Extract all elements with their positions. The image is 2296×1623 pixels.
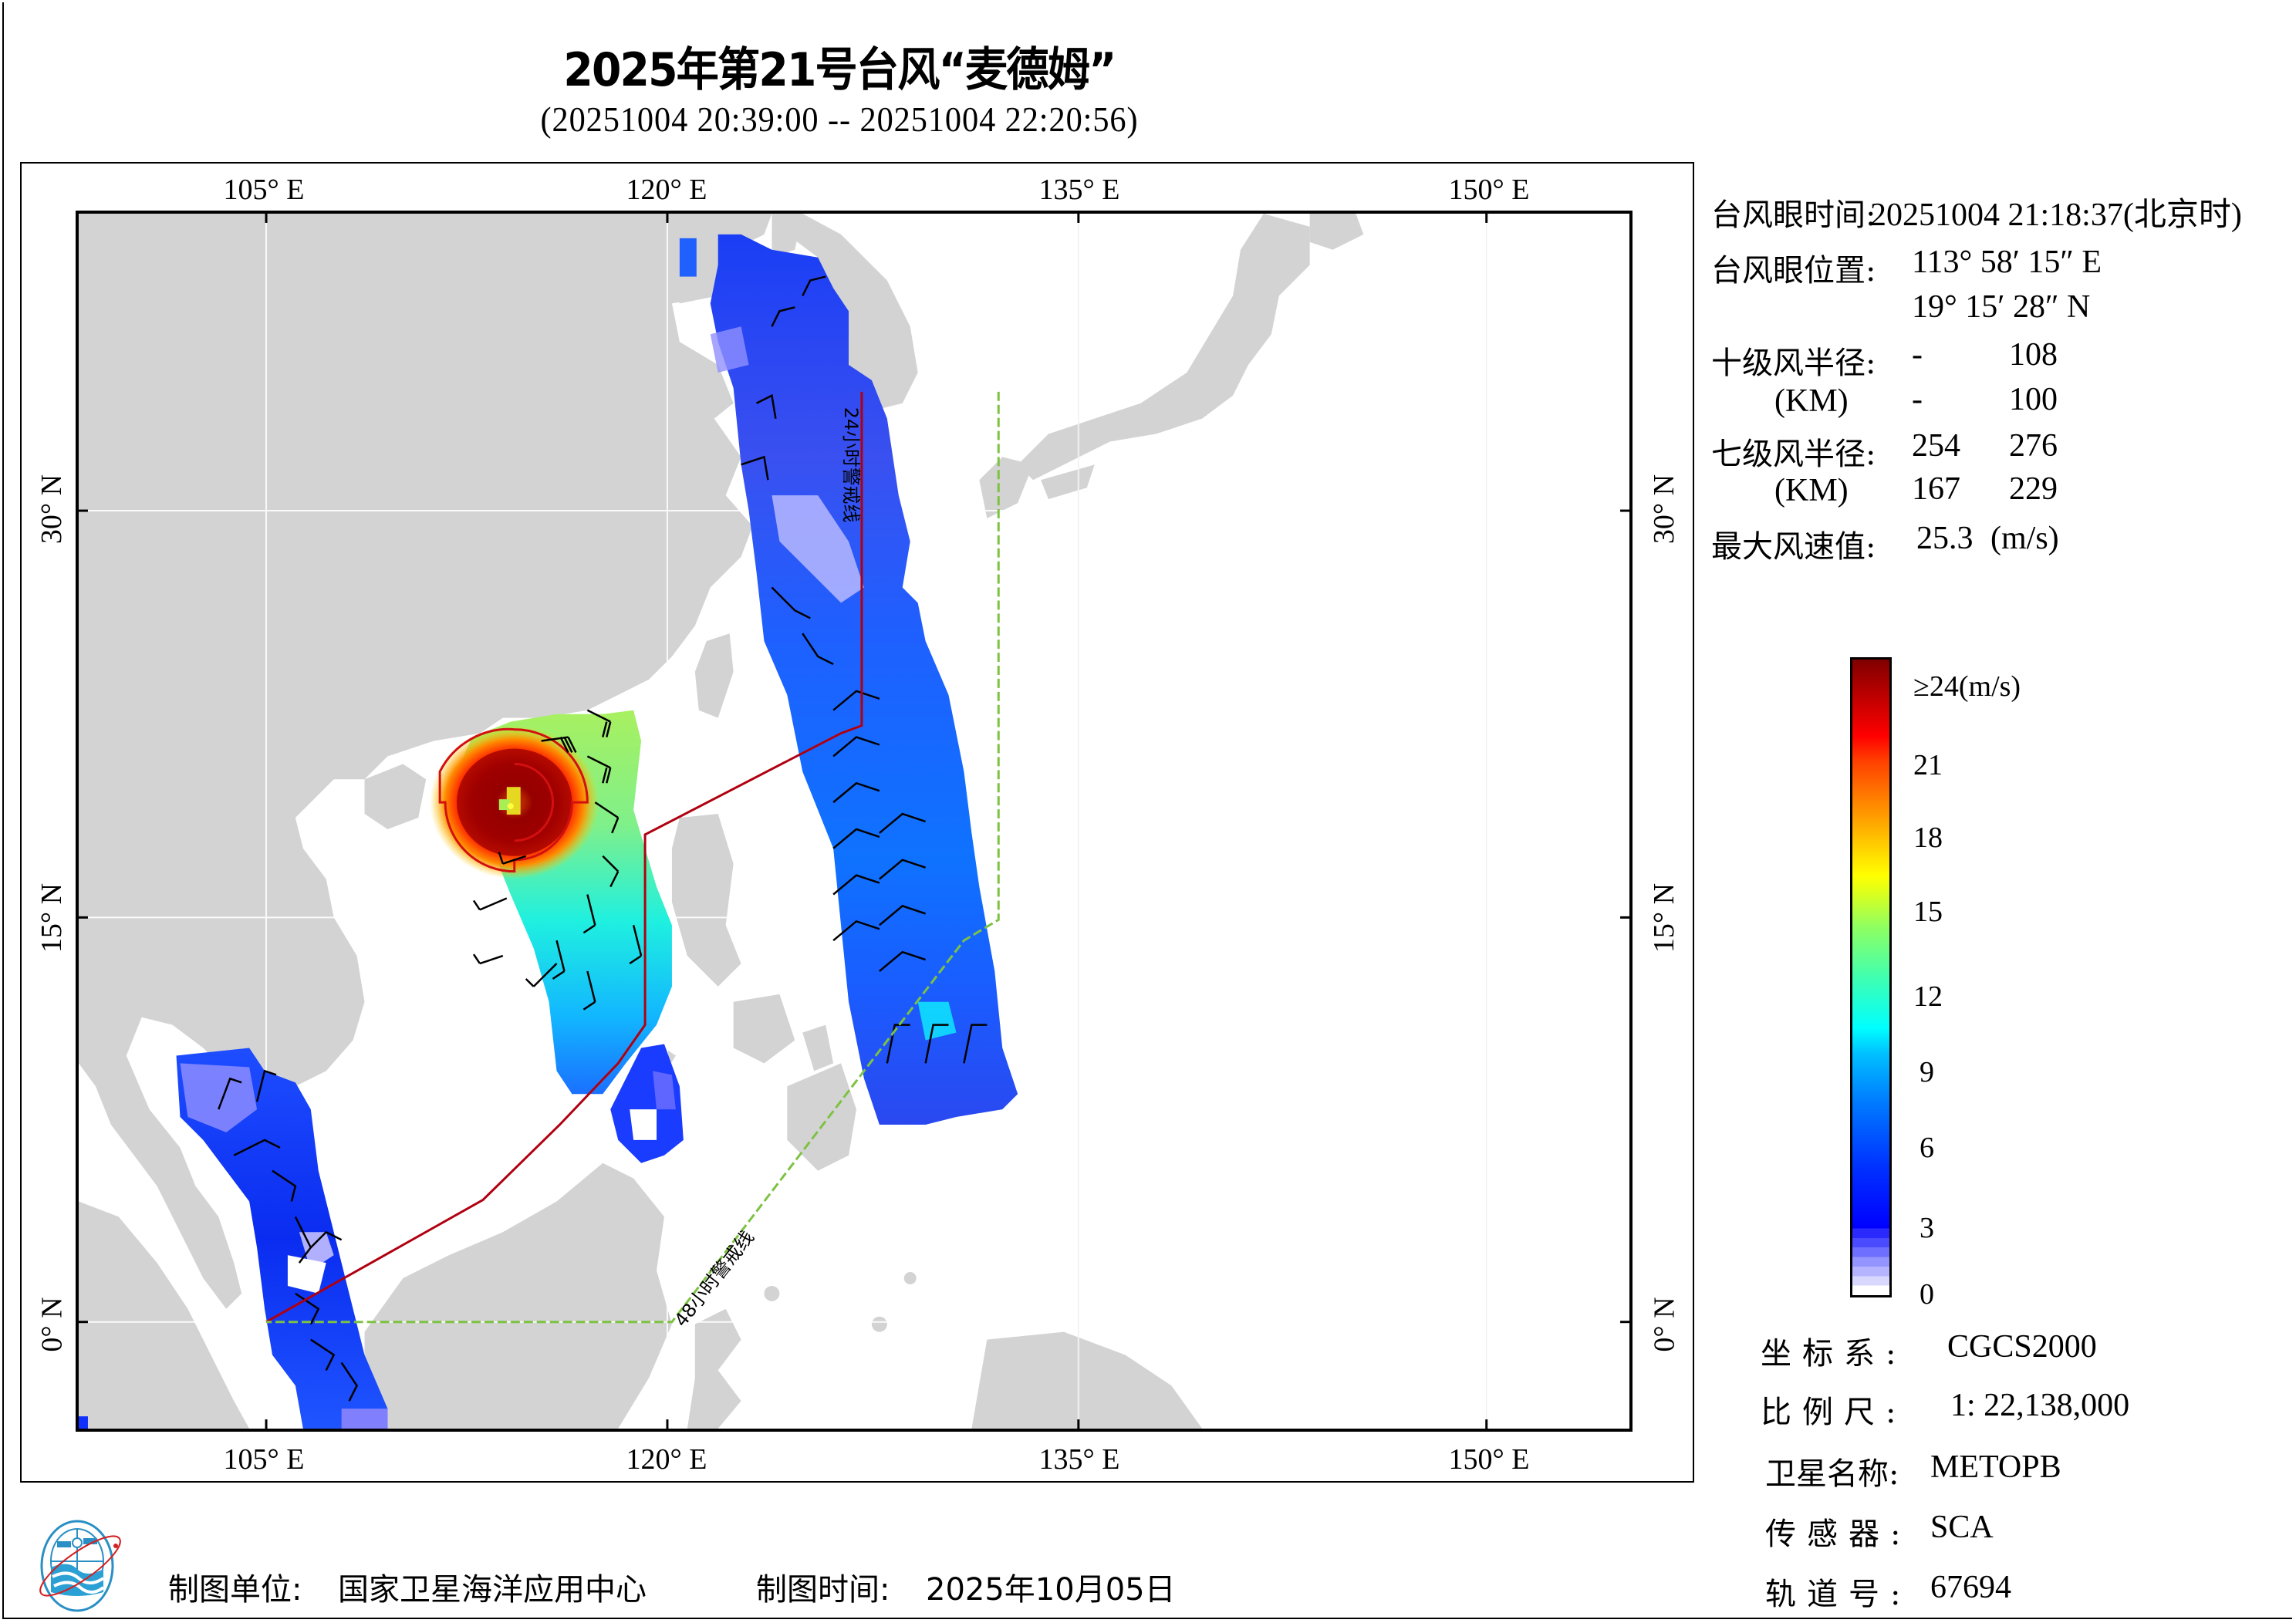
colorbar-tick-0: 0 xyxy=(1920,1278,1934,1311)
lat-tick-right-15: 15° N xyxy=(1648,882,1681,953)
r7-label: 七级风半径: xyxy=(1711,437,1876,472)
lon-tick-bottom-135: 135° E xyxy=(1038,1443,1120,1476)
colorbar-tick-12: 12 xyxy=(1913,980,1943,1013)
crs-label: 坐标系: xyxy=(1761,1336,1907,1372)
date-label: 制图时间: xyxy=(756,1572,890,1608)
max-wind-value: 25.3 xyxy=(1916,521,1974,556)
colorbar-tick-18: 18 xyxy=(1913,822,1943,854)
eye-time-value: 20251004 21:18:37(北京时) xyxy=(1870,197,2242,233)
lat-tick-right-0: 0° N xyxy=(1648,1297,1681,1352)
lon-tick-top-120: 120° E xyxy=(626,174,707,206)
colorbar-tick-6: 6 xyxy=(1920,1132,1934,1164)
colorbar-tick-21: 21 xyxy=(1913,749,1943,781)
r7-unit: (KM) xyxy=(1774,473,1849,508)
sensor-label: 传感器: xyxy=(1765,1517,1912,1552)
lat-tick-right-30: 30° N xyxy=(1648,474,1681,545)
max-wind-unit: (m/s) xyxy=(1990,521,2059,556)
r10-se: 108 xyxy=(2009,337,2058,373)
sensor-value: SCA xyxy=(1930,1510,1994,1545)
typhoon-eye-marker xyxy=(507,803,514,810)
r7-se: 276 xyxy=(2009,428,2058,464)
warning-line-48h xyxy=(266,391,1000,1324)
lon-tick-bottom-120: 120° E xyxy=(626,1443,707,1476)
lon-tick-top-135: 135° E xyxy=(1038,174,1120,206)
scale-value: 1: 22,138,000 xyxy=(1950,1388,2130,1423)
lat-tick-left-0: 0° N xyxy=(35,1297,69,1352)
eye-time-label: 台风眼时间: xyxy=(1711,197,1876,233)
r10-label: 十级风半径: xyxy=(1711,346,1876,381)
orbit-label: 轨道号: xyxy=(1765,1577,1912,1612)
r7-sw: 167 xyxy=(1912,471,1960,507)
date-value: 2025年10月05日 xyxy=(926,1572,1176,1608)
lat-tick-left-15: 15° N xyxy=(35,882,69,953)
map-title: 2025年第21号台风“麦德姆” xyxy=(563,43,1116,97)
wind-barbs xyxy=(218,275,988,1402)
colorbar-tick-15: 15 xyxy=(1913,896,1943,928)
orbit-value: 67694 xyxy=(1930,1570,2011,1605)
lon-tick-bottom-105: 105° E xyxy=(223,1443,305,1476)
lon-tick-bottom-150: 150° E xyxy=(1448,1443,1530,1476)
map-subtitle: (20251004 20:39:00 -- 20251004 22:20:56) xyxy=(540,100,1139,139)
lon-tick-top-105: 105° E xyxy=(223,174,305,206)
satellite-value: METOPB xyxy=(1930,1449,2061,1485)
colorbar-tick-3: 3 xyxy=(1920,1212,1934,1244)
eye-longitude: 113° 58′ 15″ E xyxy=(1912,245,2102,280)
land-masses xyxy=(79,214,1364,1429)
r10-sw: - xyxy=(1912,382,1923,417)
eye-latitude: 19° 15′ 28″ N xyxy=(1912,289,2091,325)
r7-ne: 254 xyxy=(1912,428,1960,464)
map-outer-frame xyxy=(20,162,1694,1483)
lat-tick-left-30: 30° N xyxy=(35,474,69,545)
wind-speed-colorbar xyxy=(1850,657,1892,1297)
r7-nw: 229 xyxy=(2009,471,2058,507)
scale-label: 比例尺: xyxy=(1761,1395,1907,1430)
r10-unit: (KM) xyxy=(1774,383,1849,419)
satellite-label: 卫星名称: xyxy=(1765,1456,1899,1492)
colorbar-tick-9: 9 xyxy=(1920,1056,1934,1088)
producer-value: 国家卫星海洋应用中心 xyxy=(338,1572,647,1608)
warning-line-24h xyxy=(265,391,863,1324)
r10-nw: 100 xyxy=(2009,382,2058,417)
lon-tick-top-150: 150° E xyxy=(1448,174,1530,206)
eye-position-label: 台风眼位置: xyxy=(1711,253,1876,288)
nsoas-logo-icon xyxy=(39,1520,121,1612)
max-wind-label: 最大风速值: xyxy=(1711,529,1876,565)
warning-line-24h-label: 24小时警戒线 xyxy=(840,407,862,523)
wind-field-map[interactable]: 24小时警戒线 48小时警戒线 xyxy=(76,211,1633,1432)
crs-value: CGCS2000 xyxy=(1947,1329,2097,1365)
r10-ne: - xyxy=(1912,337,1923,373)
producer-label: 制图单位: xyxy=(168,1572,302,1608)
colorbar-tick-24: ≥24(m/s) xyxy=(1913,670,2021,703)
